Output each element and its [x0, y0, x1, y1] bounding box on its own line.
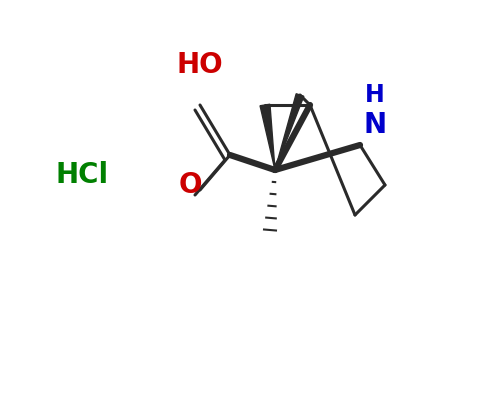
Text: HO: HO: [176, 51, 224, 79]
Text: O: O: [178, 171, 202, 199]
Polygon shape: [260, 104, 275, 170]
Text: HCl: HCl: [55, 161, 108, 189]
Text: H: H: [365, 83, 385, 107]
Polygon shape: [275, 94, 304, 170]
Text: N: N: [364, 111, 386, 139]
